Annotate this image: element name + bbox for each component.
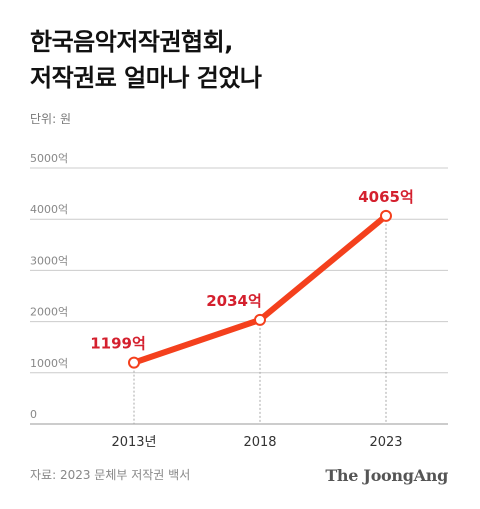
y-tick-label: 5000억 [30, 152, 68, 165]
publisher-logo: The JoongAng [325, 466, 448, 485]
title-line-1: 한국음악저작권협회, [30, 28, 233, 56]
data-label: 4065억 [358, 188, 414, 206]
data-point [128, 356, 140, 369]
unit-label: 단위: 원 [30, 112, 71, 126]
data-label: 1199억 [90, 335, 146, 353]
data-point [380, 209, 392, 222]
chart-title: 한국음악저작권협회, 저작권료 얼마나 걷었나 [30, 24, 262, 96]
y-tick-label: 3000억 [30, 254, 68, 267]
title-line-2: 저작권료 얼마나 걷었나 [30, 64, 262, 92]
x-tick-label: 2013년 [111, 435, 156, 450]
source-note: 자료: 2023 문체부 저작권 백서 [30, 468, 191, 482]
x-tick-label: 2018 [243, 435, 276, 450]
data-point [254, 313, 266, 326]
y-tick-label: 1000억 [30, 357, 68, 370]
y-tick-label: 2000억 [30, 306, 68, 319]
y-tick-label: 4000억 [30, 203, 68, 216]
data-label: 2034억 [206, 292, 262, 310]
y-tick-label: 0 [30, 408, 37, 421]
x-tick-label: 2023 [369, 435, 402, 450]
